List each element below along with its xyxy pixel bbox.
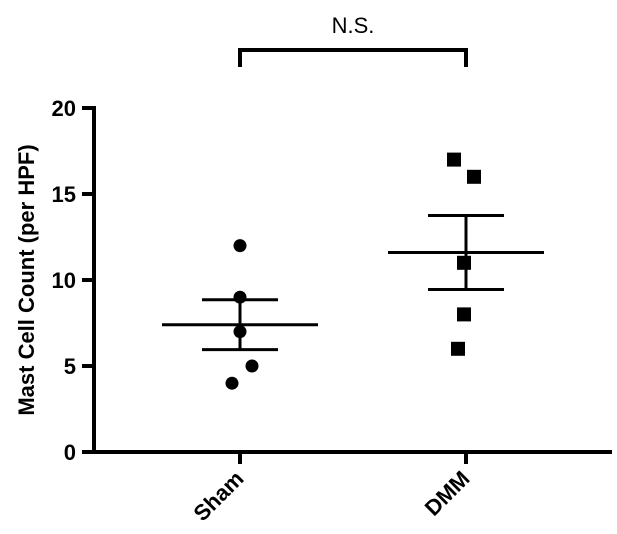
significance-bracket [238, 48, 468, 67]
y-tick-label: 20 [52, 96, 76, 121]
significance-annotation: N.S. [238, 13, 468, 67]
data-point [233, 239, 247, 253]
data-point [457, 255, 471, 270]
y-axis: 0 5 10 15 20 [52, 96, 96, 465]
data-point [225, 376, 239, 390]
data-point [245, 359, 259, 373]
data-point [467, 169, 481, 184]
y-tick-label: 10 [52, 268, 76, 293]
significance-label: N.S. [332, 13, 375, 38]
y-tick-label: 15 [52, 182, 76, 207]
x-axis: Sham DMM [92, 450, 612, 526]
y-tick-label: 5 [64, 354, 76, 379]
x-tick-label-sham: Sham [188, 466, 248, 526]
data-marks [225, 152, 481, 390]
data-point [447, 152, 461, 167]
data-point [451, 341, 465, 356]
mean-sem-bars [162, 214, 544, 352]
y-tick-label: 0 [64, 440, 76, 465]
y-axis-label: Mast Cell Count (per HPF) [14, 144, 39, 415]
data-point [457, 307, 471, 322]
x-tick-label-dmm: DMM [420, 466, 475, 521]
